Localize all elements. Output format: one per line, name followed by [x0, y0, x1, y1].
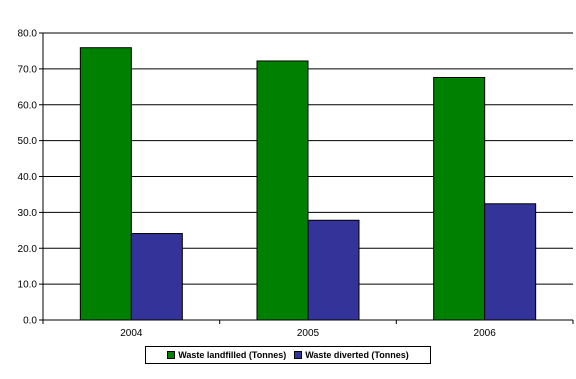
legend: Waste landfilled (Tonnes) Waste diverted…: [145, 346, 431, 364]
y-tick-label: 50.0: [18, 136, 38, 147]
x-tick-labels: 2004 2005 2006: [120, 328, 496, 339]
y-tick-label: 40.0: [18, 172, 38, 183]
y-tick-label: 20.0: [18, 244, 38, 255]
bar-landfilled-2004: [79, 47, 132, 321]
y-tick-label: 10.0: [18, 280, 38, 291]
bar-diverted-2005: [307, 219, 360, 321]
y-tick-label: 60.0: [18, 100, 38, 111]
legend-swatch-diverted: [294, 351, 303, 359]
legend-item-diverted: Waste diverted (Tonnes): [294, 350, 409, 360]
x-tick-label: 2006: [474, 328, 497, 339]
y-tick-labels: 0.0 10.0 20.0 30.0 40.0 50.0 60.0 70.0 80.0: [18, 29, 43, 327]
legend-swatch-landfilled: [167, 351, 176, 359]
y-tick-label: 30.0: [18, 208, 38, 219]
x-tick-label: 2005: [297, 328, 320, 339]
y-tick-label: 0.0: [23, 316, 37, 327]
legend-label-landfilled: Waste landfilled (Tonnes): [178, 350, 287, 360]
bars: [79, 47, 537, 321]
legend-item-landfilled: Waste landfilled (Tonnes): [167, 350, 286, 360]
bar-diverted-2004: [130, 233, 183, 321]
legend-label-diverted: Waste diverted (Tonnes): [305, 350, 409, 360]
y-tick-label: 80.0: [18, 29, 38, 40]
y-tick-label: 70.0: [18, 64, 38, 75]
x-tick-label: 2004: [120, 328, 143, 339]
bar-landfilled-2005: [256, 60, 309, 321]
bar-landfilled-2006: [433, 76, 486, 321]
bar-diverted-2006: [484, 203, 537, 321]
bar-chart: 0.0 10.0 20.0 30.0 40.0 50.0 60.0 70.0 80.0 2004…: [18, 29, 574, 339]
